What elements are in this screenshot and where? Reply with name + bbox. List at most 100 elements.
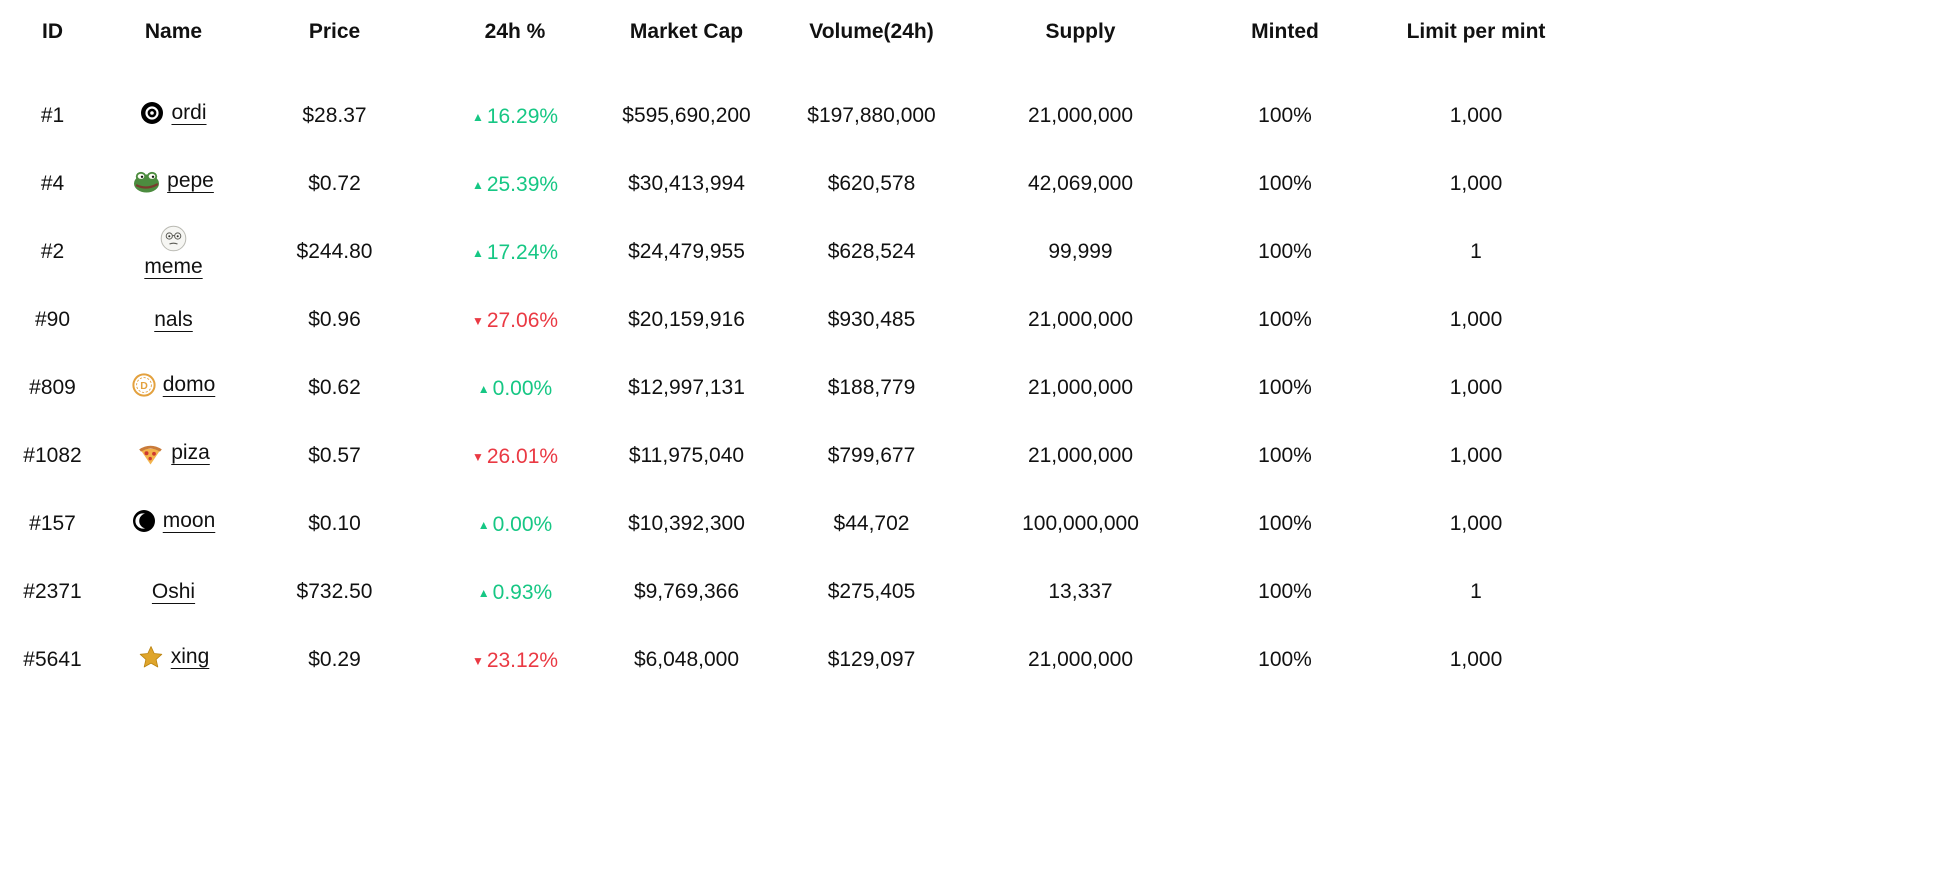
token-limit: 1,000 — [1449, 104, 1503, 127]
change-arrow-icon: ▲ — [471, 110, 484, 124]
token-name-link[interactable]: piza — [171, 441, 210, 464]
table-row: #5641 xing $0.29 ▼ 23.12% $6,048,000 $129… — [0, 626, 1570, 694]
token-supply: 21,000,000 — [1027, 376, 1134, 399]
token-volume: $628,524 — [827, 240, 916, 263]
token-market-cap: $30,413,994 — [628, 172, 745, 195]
table-row: #2371 Oshi $732.50 ▲ 0.93% $9,769,366 $27… — [0, 558, 1570, 626]
token-supply: 13,337 — [1048, 580, 1113, 603]
token-volume: $188,779 — [827, 376, 916, 399]
token-name-link[interactable]: nals — [154, 308, 193, 331]
token-limit: 1,000 — [1449, 376, 1503, 399]
change-arrow-icon: ▲ — [471, 246, 484, 260]
change-arrow-icon: ▲ — [477, 518, 490, 532]
change-value: 17.24% — [486, 241, 559, 264]
change-value: 16.29% — [486, 105, 559, 128]
token-market-cap: $24,479,955 — [628, 240, 745, 263]
token-change: ▲ 16.29% — [427, 82, 603, 150]
token-minted: 100% — [1258, 104, 1312, 127]
change-value: 0.00% — [492, 513, 553, 536]
token-market-cap: $10,392,300 — [628, 512, 745, 535]
column-header-supply: Supply — [1045, 20, 1116, 43]
change-value: 25.39% — [486, 173, 559, 196]
change-value: 0.00% — [492, 377, 553, 400]
token-price: $28.37 — [302, 104, 367, 127]
token-volume: $799,677 — [827, 444, 916, 467]
token-name-link[interactable]: xing — [170, 645, 210, 668]
token-name-cell: ordi — [105, 82, 242, 150]
token-limit: 1,000 — [1449, 444, 1503, 467]
token-market-cap: $9,769,366 — [633, 580, 740, 603]
token-id: #90 — [34, 308, 71, 331]
token-minted: 100% — [1258, 580, 1312, 603]
token-name-link[interactable]: domo — [162, 373, 216, 396]
token-volume: $44,702 — [833, 512, 910, 535]
change-value: 26.01% — [486, 445, 559, 468]
token-volume: $275,405 — [827, 580, 916, 603]
token-volume: $620,578 — [827, 172, 916, 195]
token-id: #2 — [40, 240, 65, 263]
token-change: ▲ 0.93% — [427, 558, 603, 626]
token-limit: 1 — [1470, 240, 1482, 263]
token-name-cell: pepe — [105, 150, 242, 218]
token-id: #157 — [29, 512, 76, 535]
column-header-change: 24h % — [484, 20, 546, 43]
domo-icon: D — [132, 373, 156, 397]
token-id: #2371 — [23, 580, 82, 603]
token-market-cap: $12,997,131 — [628, 376, 745, 399]
change-arrow-icon: ▲ — [471, 178, 484, 192]
token-minted: 100% — [1258, 240, 1312, 263]
xing-icon — [138, 645, 164, 669]
table-row: #1082 piza $0.57 ▼ 26.01% $11,975,040 $79… — [0, 422, 1570, 490]
change-arrow-icon: ▲ — [477, 586, 490, 600]
token-name-cell: moon — [105, 490, 242, 558]
ordi-icon — [140, 101, 164, 125]
token-market-cap: $20,159,916 — [628, 308, 745, 331]
change-arrow-icon: ▼ — [471, 450, 484, 464]
token-name-link[interactable]: pepe — [167, 169, 214, 192]
table-row: #2 meme $244.80 ▲ 17.24% $24,479,955 $628… — [0, 218, 1570, 286]
token-id: #809 — [29, 376, 76, 399]
token-supply: 21,000,000 — [1027, 104, 1134, 127]
token-volume: $197,880,000 — [807, 104, 936, 127]
table-header: ID Name Price 24h % Market Cap Volume(24… — [0, 12, 1570, 82]
column-header-volume: Volume(24h) — [809, 20, 934, 43]
meme-icon — [160, 225, 187, 252]
token-change: ▲ 17.24% — [427, 218, 603, 286]
change-arrow-icon: ▲ — [477, 382, 490, 396]
table-row: #90 nals $0.96 ▼ 27.06% $20,159,916 $930,… — [0, 286, 1570, 354]
column-header-price: Price — [308, 20, 361, 43]
token-rows: #1 ordi $28.37 ▲ 16.29% $595,690,200 $197… — [0, 82, 1570, 694]
token-market-cap: $11,975,040 — [628, 444, 745, 467]
token-name-link[interactable]: meme — [144, 255, 203, 278]
token-price: $732.50 — [296, 580, 373, 603]
token-table: ID Name Price 24h % Market Cap Volume(24… — [0, 12, 1570, 694]
svg-text:D: D — [140, 380, 148, 392]
token-name-link[interactable]: Oshi — [151, 580, 196, 603]
token-name-link[interactable]: moon — [162, 509, 216, 532]
table-row: #809 D domo $0.62 ▲ 0.00% $12,997,131 $18… — [0, 354, 1570, 422]
token-name-cell: nals — [105, 286, 242, 354]
token-price: $0.29 — [308, 648, 361, 671]
token-name-cell: Oshi — [105, 558, 242, 626]
token-price: $0.72 — [308, 172, 361, 195]
column-header-market-cap: Market Cap — [629, 20, 744, 43]
token-change: ▼ 27.06% — [427, 286, 603, 354]
token-minted: 100% — [1258, 172, 1312, 195]
token-market-cap: $595,690,200 — [622, 104, 751, 127]
table-row: #1 ordi $28.37 ▲ 16.29% $595,690,200 $197… — [0, 82, 1570, 150]
token-minted: 100% — [1258, 444, 1312, 467]
token-id: #1 — [40, 104, 65, 127]
token-price: $0.10 — [308, 512, 361, 535]
change-arrow-icon: ▼ — [471, 654, 484, 668]
token-name-cell: D domo — [105, 354, 242, 422]
token-minted: 100% — [1258, 648, 1312, 671]
token-name-link[interactable]: ordi — [171, 101, 207, 124]
token-name-cell: xing — [105, 626, 242, 694]
token-name-cell: meme — [105, 218, 242, 286]
column-header-limit: Limit per mint — [1406, 20, 1546, 43]
token-id: #4 — [40, 172, 65, 195]
token-name-cell: piza — [105, 422, 242, 490]
token-supply: 100,000,000 — [1022, 512, 1139, 535]
token-limit: 1,000 — [1449, 172, 1503, 195]
